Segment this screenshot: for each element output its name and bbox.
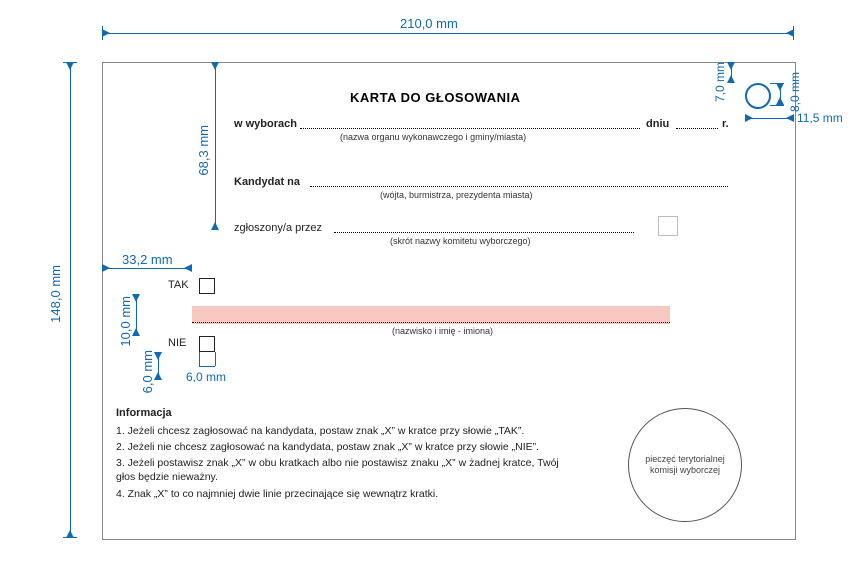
line1-dotted xyxy=(300,128,640,129)
line3-sub: (skrót nazwy komitetu wyborczego) xyxy=(390,236,531,246)
name-dotted xyxy=(192,322,670,323)
dim-title-offset-line xyxy=(215,62,216,230)
dim-page-width-line xyxy=(102,33,794,34)
info-2: 2. Jeżeli nie chcesz zagłosować na kandy… xyxy=(116,440,572,454)
dim-gap: 10,0 mm xyxy=(118,296,133,347)
line3-box xyxy=(658,216,678,236)
dim-hole-diam: 8,0 mm xyxy=(788,72,802,112)
dim-page-height: 148,0 mm xyxy=(48,265,63,323)
line1-sub: (nazwa organu wykonawczego i gminy/miast… xyxy=(340,132,526,142)
diagram-stage: 210,0 mm 148,0 mm KARTA DO GŁOSOWANIA w … xyxy=(0,0,852,573)
dim-left-indent-line xyxy=(102,268,192,269)
dim-page-width: 210,0 mm xyxy=(400,16,458,31)
line1-dotted-2 xyxy=(676,128,718,129)
line3-dotted xyxy=(334,232,634,233)
name-sub: (nazwisko i imię - imiona) xyxy=(392,326,493,336)
info-1: 1. Jeżeli chcesz zagłosować na kandydata… xyxy=(116,424,572,438)
punch-hole xyxy=(745,83,771,109)
info-3: 3. Jeżeli postawisz znak „X” w obu kratk… xyxy=(116,456,572,484)
info-block: Informacja 1. Jeżeli chcesz zagłosować n… xyxy=(116,406,572,503)
checkbox-nie[interactable] xyxy=(199,336,215,352)
dim-title-offset: 68,3 mm xyxy=(196,125,211,176)
line2-dotted xyxy=(310,186,728,187)
checkbox-tak[interactable] xyxy=(199,278,215,294)
seal-text: pieczęć terytorialnej komisji wyborczej xyxy=(645,454,725,476)
seal-circle: pieczęć terytorialnej komisji wyborczej xyxy=(628,408,742,522)
info-header: Informacja xyxy=(116,406,572,421)
info-4: 4. Znak „X” to co najmniej dwie linie pr… xyxy=(116,487,572,501)
line2-sub: (wójta, burmistrza, prezydenta miasta) xyxy=(380,190,533,200)
dim-box-line xyxy=(199,366,215,367)
line1-r: r. xyxy=(722,118,729,130)
label-tak: TAK xyxy=(168,279,189,291)
line1-prefix: w wyborach xyxy=(234,118,297,130)
ballot-title: KARTA DO GŁOSOWANIA xyxy=(350,90,521,105)
dim-box: 6,0 mm xyxy=(186,370,226,384)
dim-page-height-line xyxy=(70,62,71,538)
line1-dniu: dniu xyxy=(646,118,669,130)
line2-prefix: Kandydat na xyxy=(234,176,300,188)
dim-hole-top: 7,0 mm xyxy=(713,62,727,102)
label-nie: NIE xyxy=(168,337,186,349)
dim-below: 6,0 mm xyxy=(140,350,155,393)
dim-left-indent: 33,2 mm xyxy=(122,252,173,267)
line3-prefix: zgłoszony/a przez xyxy=(234,222,322,234)
dim-hole-indent: 11,5 mm xyxy=(797,111,843,125)
